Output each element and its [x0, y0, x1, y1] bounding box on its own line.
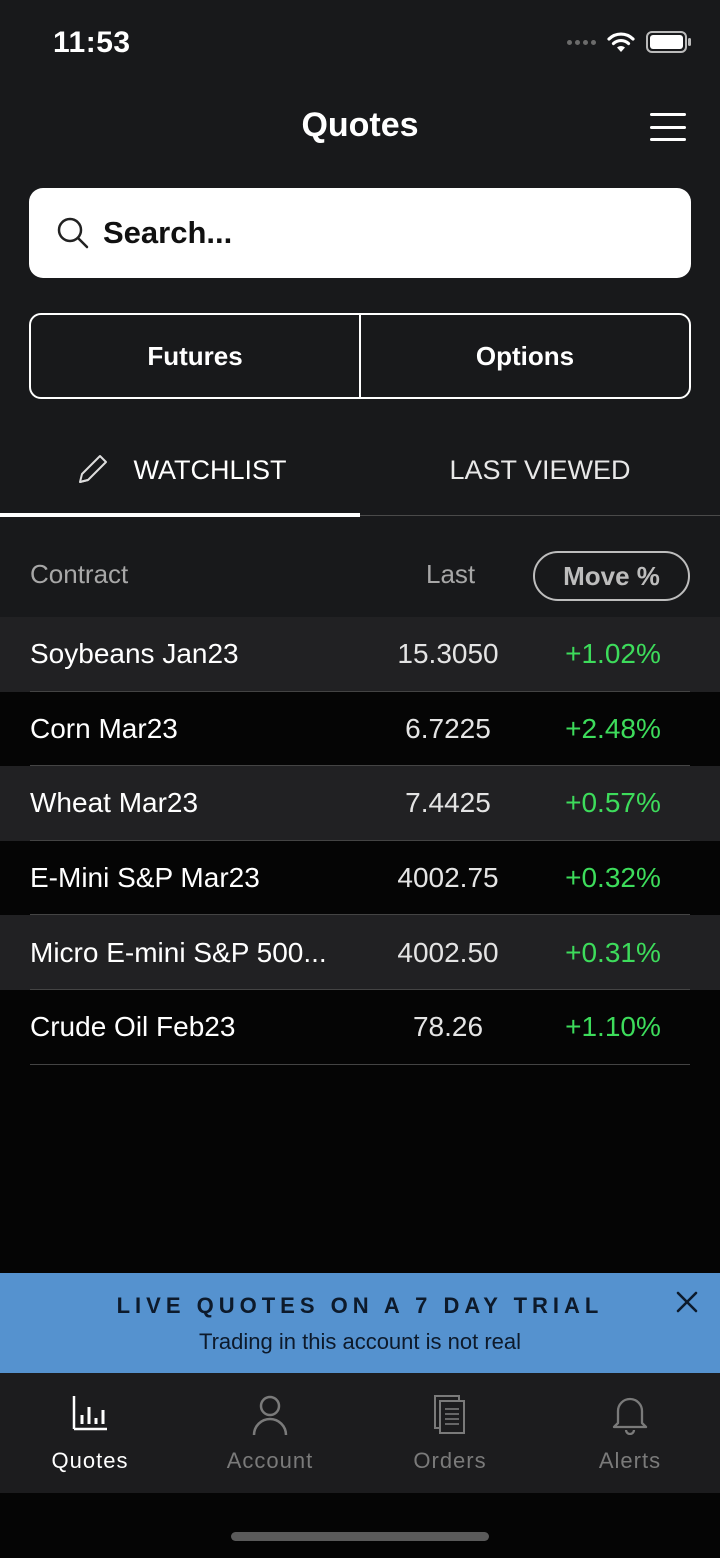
status-time: 11:53 [53, 26, 131, 59]
pencil-icon[interactable] [74, 452, 110, 488]
contract-name: Wheat Mar23 [30, 787, 199, 819]
search-input[interactable]: Search... [29, 188, 691, 278]
tab-alerts[interactable]: Alerts [540, 1373, 720, 1493]
last-price: 78.26 [412, 1011, 484, 1043]
menu-icon-line [650, 125, 686, 129]
futures-segment[interactable]: Futures [147, 340, 243, 371]
move-percent: +0.32% [565, 862, 661, 894]
home-indicator [231, 1532, 489, 1541]
table-row[interactable]: Corn Mar23 6.7225 +2.48% [0, 691, 720, 767]
active-tab-indicator [0, 513, 360, 517]
tab-quotes[interactable]: Quotes [0, 1373, 180, 1493]
wifi-icon [607, 32, 635, 52]
menu-button[interactable] [650, 113, 686, 141]
tab-orders[interactable]: Orders [360, 1373, 540, 1493]
list-tabs: WATCHLIST LAST VIEWED [0, 425, 720, 517]
tab-quotes-label: Quotes [51, 1448, 129, 1473]
search-placeholder: Search... [103, 215, 233, 250]
last-price: 15.3050 [397, 638, 499, 670]
table-row[interactable]: E-Mini S&P Mar23 4002.75 +0.32% [0, 840, 720, 916]
last-price: 4002.50 [397, 936, 499, 968]
tab-account[interactable]: Account [180, 1373, 360, 1493]
bottom-tab-bar: Quotes Account Orders Alerts [0, 1373, 720, 1493]
contract-name: Soybeans Jan23 [30, 638, 239, 670]
contract-name: Crude Oil Feb23 [30, 1011, 236, 1043]
column-header-contract[interactable]: Contract [30, 559, 129, 589]
top-panel [0, 0, 720, 617]
tab-alerts-label: Alerts [598, 1448, 662, 1473]
bell-icon [612, 1397, 648, 1435]
move-percent: +1.02% [565, 638, 661, 670]
tab-watchlist[interactable]: WATCHLIST [0, 425, 360, 517]
quotes-list: Soybeans Jan23 15.3050 +1.02% Corn Mar23… [0, 617, 720, 1065]
table-row[interactable]: Soybeans Jan23 15.3050 +1.02% [0, 617, 720, 692]
document-icon [434, 1395, 465, 1434]
column-header-last[interactable]: Last [426, 559, 476, 589]
move-percent: +1.10% [565, 1011, 661, 1043]
table-row[interactable]: Wheat Mar23 7.4425 +0.57% [0, 766, 720, 841]
tab-watchlist-label: WATCHLIST [133, 454, 287, 485]
trial-banner: LIVE QUOTES ON A 7 DAY TRIAL Trading in … [0, 1273, 720, 1373]
tab-last-viewed[interactable]: LAST VIEWED [449, 454, 631, 485]
menu-icon-line [650, 113, 686, 116]
market-type-segmented-control: Futures Options [29, 313, 691, 399]
move-percent-toggle[interactable]: Move % [533, 551, 690, 601]
signal-icon [567, 39, 596, 45]
bar-chart-icon [72, 1396, 107, 1431]
table-row[interactable]: Micro E-mini S&P 500... 4002.50 +0.31% [0, 915, 720, 990]
menu-icon-line [650, 138, 686, 141]
tab-account-label: Account [226, 1448, 314, 1473]
banner-title: LIVE QUOTES ON A 7 DAY TRIAL [116, 1293, 604, 1318]
banner-subtitle: Trading in this account is not real [198, 1329, 522, 1354]
search-icon [57, 217, 89, 249]
contract-name: Micro E-mini S&P 500... [30, 936, 327, 968]
battery-icon [646, 31, 691, 53]
move-percent: +0.31% [565, 936, 661, 968]
tab-orders-label: Orders [413, 1448, 487, 1473]
move-percent: +2.48% [565, 712, 661, 744]
contract-name: E-Mini S&P Mar23 [30, 862, 260, 894]
status-icons [567, 30, 692, 54]
last-price: 6.7225 [405, 712, 491, 744]
table-row[interactable]: Crude Oil Feb23 78.26 +1.10% [0, 989, 720, 1065]
close-icon[interactable] [672, 1287, 702, 1317]
options-segment[interactable]: Options [359, 315, 689, 397]
last-price: 7.4425 [405, 787, 491, 819]
person-icon [252, 1395, 288, 1436]
last-price: 4002.75 [397, 862, 499, 894]
contract-name: Corn Mar23 [30, 712, 178, 744]
move-percent: +0.57% [565, 787, 661, 819]
page-title: Quotes [301, 106, 419, 144]
